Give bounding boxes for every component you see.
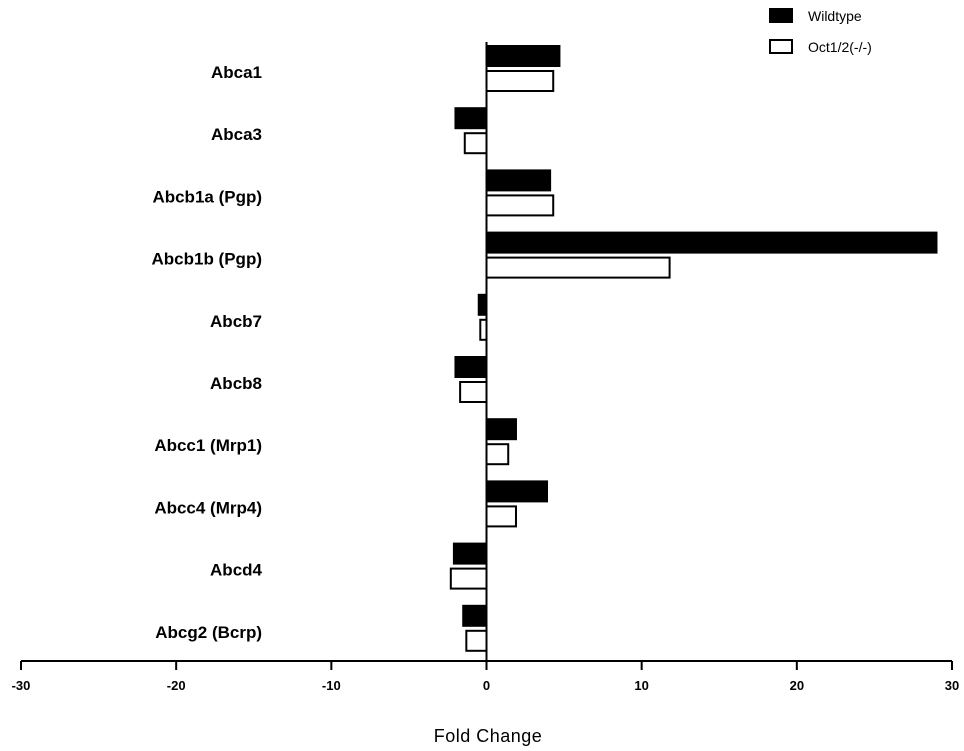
bar-oct-knockout: [463, 132, 488, 155]
bar-wildtype: [454, 107, 488, 130]
x-ticks: -30 -20 -10 0 10 20 30: [12, 661, 959, 693]
category-label: Abca1: [211, 63, 262, 82]
bar-wildtype: [485, 480, 549, 503]
legend: Wildtype Oct1/2(-/-): [769, 8, 872, 55]
x-axis-title: Fold Change: [434, 726, 543, 746]
x-tick-label: 20: [790, 678, 804, 693]
category-label: Abcb8: [210, 374, 262, 393]
x-tick-label: -30: [12, 678, 31, 693]
x-tick-label: -10: [322, 678, 341, 693]
x-tick-label: -20: [167, 678, 186, 693]
x-tick-label: 0: [483, 678, 490, 693]
bar-wildtype: [485, 169, 552, 192]
category-label: Abcc4 (Mrp4): [154, 498, 262, 517]
category-labels: Abca1 Abca3 Abcb1a (Pgp) Abcb1b (Pgp) Abcb7 A…: [152, 63, 263, 642]
bar-oct-knockout: [485, 194, 555, 217]
bars-layer: [449, 45, 938, 652]
legend-label: Oct1/2(-/-): [808, 39, 872, 55]
bar-oct-knockout: [485, 256, 671, 279]
x-tick-label: 10: [634, 678, 648, 693]
bar-wildtype: [477, 293, 488, 316]
x-tick-label: 30: [945, 678, 959, 693]
bar-wildtype: [462, 604, 488, 627]
legend-swatch: [769, 8, 793, 23]
bar-oct-knockout: [485, 443, 510, 466]
x-axis: -30 -20 -10 0 10 20 30: [12, 660, 959, 693]
bar-oct-knockout: [485, 70, 555, 92]
category-label: Abcb1b (Pgp): [152, 250, 263, 269]
legend-swatch: [769, 39, 793, 54]
bar-oct-knockout: [449, 567, 488, 590]
bar-wildtype: [485, 45, 561, 67]
bar-oct-knockout: [459, 381, 488, 403]
bar-wildtype: [485, 231, 938, 254]
legend-label: Wildtype: [808, 8, 862, 24]
bar-wildtype: [454, 356, 488, 378]
category-label: Abcd4: [210, 561, 263, 580]
category-label: Abcg2 (Bcrp): [155, 623, 262, 642]
category-label: Abcc1 (Mrp1): [154, 436, 262, 455]
bar-wildtype: [452, 542, 488, 565]
category-label: Abca3: [211, 125, 262, 144]
bar-oct-knockout: [465, 629, 488, 652]
category-label: Abcb7: [210, 312, 262, 331]
category-label: Abcb1a (Pgp): [152, 187, 262, 206]
bar-wildtype: [485, 418, 517, 441]
bar-oct-knockout: [485, 505, 517, 528]
